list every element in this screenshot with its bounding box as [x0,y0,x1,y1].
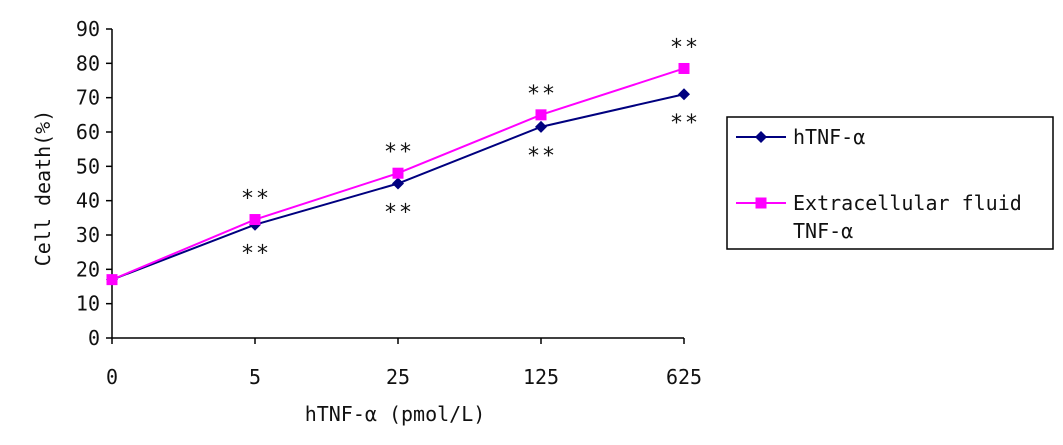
legend-label: TNF-α [793,219,853,243]
significance-marker: ** [671,111,701,136]
data-point [392,177,404,190]
legend-marker [755,197,767,209]
legend: hTNF-α Extracellular fluid TNF-α [726,116,1054,250]
x-tick-label: 625 [666,365,702,389]
data-point [392,167,404,179]
legend-box [726,116,1054,250]
legend-marker [755,131,767,143]
y-tick-label: 50 [76,154,100,178]
y-axis-title: Cell death(%) [31,110,55,267]
data-point [249,214,261,226]
x-tick-label: 0 [106,365,118,389]
y-tick-label: 20 [76,257,100,281]
y-tick-label: 60 [76,120,100,144]
data-point [535,120,547,133]
significance-marker: ** [242,187,272,212]
y-tick-label: 90 [76,17,100,41]
y-tick-label: 30 [76,223,100,247]
legend-label: hTNF-α [793,125,865,149]
x-tick-label: 125 [523,365,559,389]
significance-marker: ** [671,35,701,60]
legend-entry-extracellular: Extracellular fluid TNF-α [736,191,1022,243]
x-axis-title: hTNF-α (pmol/L) [305,402,486,426]
significance-marker: ** [385,201,415,226]
legend-entry-htnf: hTNF-α [736,125,865,149]
data-point [535,109,547,121]
significance-marker: ** [528,82,558,107]
series-layer [106,62,690,286]
significance-marker: ** [528,144,558,169]
data-point [678,62,690,74]
annotations: ** ** ** ** ** ** ** ** [242,35,701,267]
significance-marker: ** [385,140,415,165]
y-tick-label: 40 [76,189,100,213]
y-tick-label: 70 [76,86,100,110]
data-point [678,88,690,101]
series-extracellular [106,62,690,286]
series-htnf [106,88,690,286]
y-tick-label: 0 [88,326,100,350]
data-point [106,274,118,286]
y-axis-ticks: 0 10 20 30 40 50 60 70 80 90 [76,17,112,350]
x-axis-ticks: 0 5 25 125 625 [106,338,702,389]
x-tick-label: 5 [249,365,261,389]
significance-marker: ** [242,242,272,267]
legend-label: Extracellular fluid [793,191,1022,215]
y-tick-label: 80 [76,51,100,75]
x-tick-label: 25 [386,365,410,389]
y-tick-label: 10 [76,292,100,316]
